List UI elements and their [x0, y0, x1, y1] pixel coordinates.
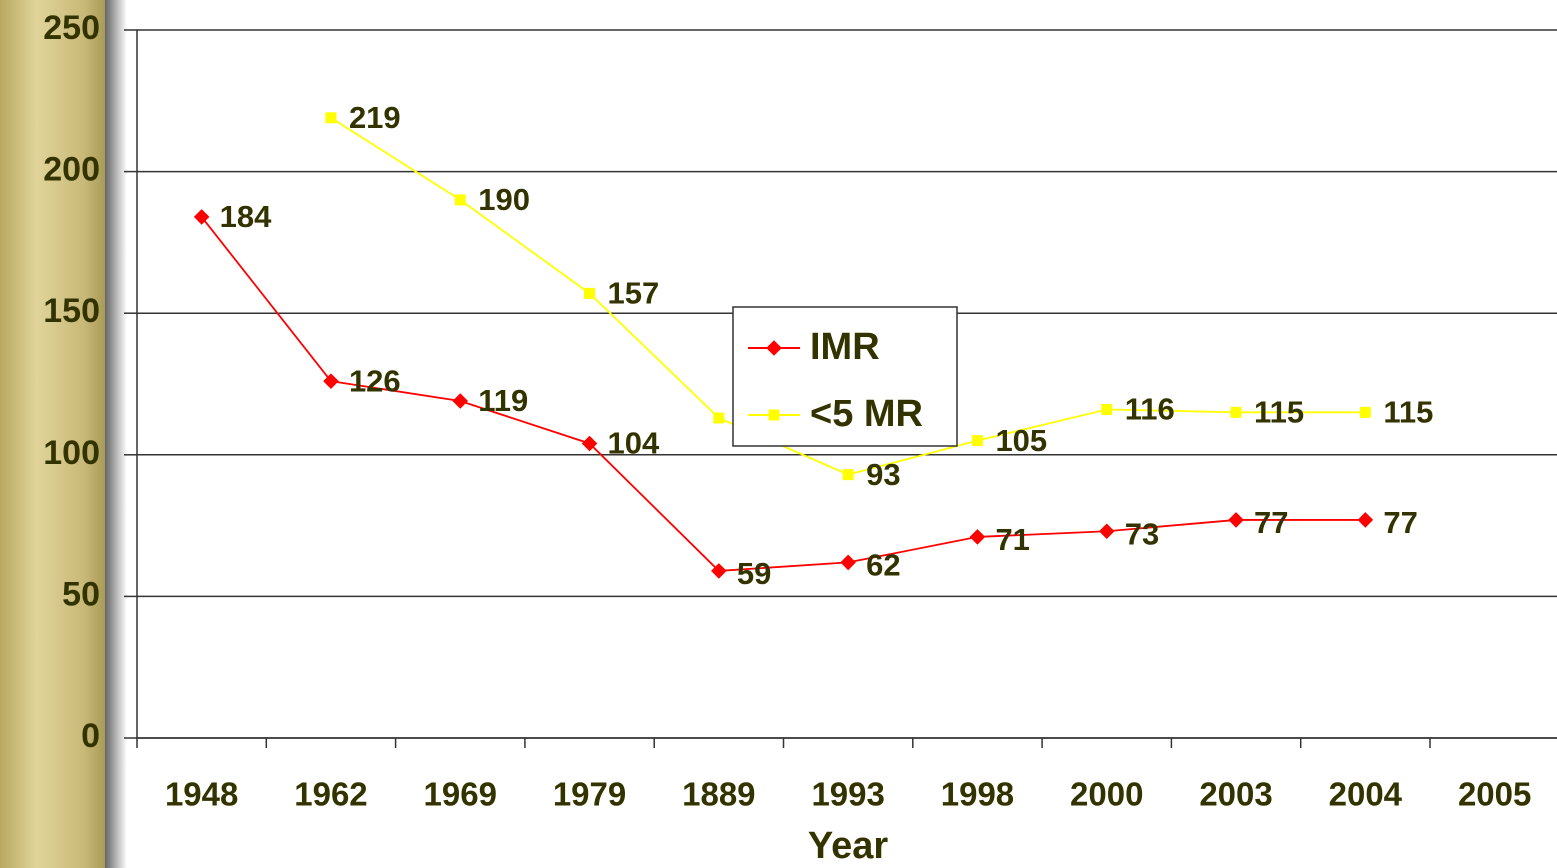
legend-label: <5 MR [810, 393, 923, 435]
data-point [325, 112, 337, 124]
x-tick-label: 2003 [1199, 776, 1272, 813]
x-tick-label: 1979 [553, 776, 626, 813]
x-tick-label: 1948 [165, 776, 238, 813]
data-label: 115 [1254, 395, 1304, 430]
data-label: 93 [866, 457, 900, 492]
y-tick-label: 250 [43, 9, 100, 47]
x-tick-label: 1998 [941, 776, 1014, 813]
data-label: 77 [1383, 505, 1417, 540]
y-tick-label: 100 [43, 434, 100, 472]
x-axis-title: Year [808, 825, 889, 867]
data-label: 73 [1125, 516, 1159, 551]
x-tick-label: 1993 [811, 776, 884, 813]
legend-label: IMR [810, 326, 880, 368]
data-label: 157 [608, 276, 660, 311]
data-label: 219 [349, 100, 401, 135]
side-shadow [105, 0, 127, 868]
legend-marker [768, 409, 780, 421]
data-point [1359, 406, 1371, 418]
data-point [713, 412, 725, 424]
y-tick-label: 200 [43, 151, 100, 189]
data-point [1098, 523, 1115, 540]
series-line [200, 216, 1366, 572]
data-point [1357, 512, 1374, 528]
data-point [1228, 512, 1244, 528]
data-label: 184 [220, 199, 272, 234]
data-label: 62 [866, 548, 900, 583]
data-label: 116 [1125, 392, 1175, 427]
data-point [842, 469, 854, 481]
data-point [452, 393, 469, 409]
data-label: 59 [737, 556, 771, 591]
x-tick-label: 2004 [1329, 776, 1403, 813]
data-point [711, 563, 727, 579]
data-point [193, 209, 210, 225]
data-label: 104 [608, 426, 660, 461]
data-label: 190 [478, 182, 530, 217]
data-label: 77 [1254, 505, 1288, 540]
data-point [1101, 403, 1113, 415]
x-tick-label: 1969 [424, 776, 497, 813]
data-point [584, 287, 596, 299]
data-point [323, 373, 339, 389]
side-strip [0, 0, 105, 868]
y-tick-label: 50 [62, 575, 100, 613]
data-label: 119 [478, 383, 528, 418]
x-tick-label: 1889 [682, 776, 755, 813]
legend-box [732, 306, 958, 447]
x-tick-label: 2000 [1070, 776, 1143, 813]
data-point [454, 194, 466, 206]
y-tick-label: 0 [81, 717, 100, 755]
data-label: 115 [1383, 395, 1433, 430]
data-point [969, 529, 986, 545]
data-point [971, 435, 983, 447]
data-point [1230, 406, 1242, 418]
x-tick-label: 1962 [294, 776, 367, 813]
data-point [840, 554, 856, 571]
data-label: 71 [995, 522, 1029, 557]
data-label: 126 [349, 363, 401, 398]
y-tick-label: 150 [43, 292, 100, 330]
x-tick-label: 2005 [1458, 776, 1531, 813]
data-label: 105 [995, 423, 1047, 458]
